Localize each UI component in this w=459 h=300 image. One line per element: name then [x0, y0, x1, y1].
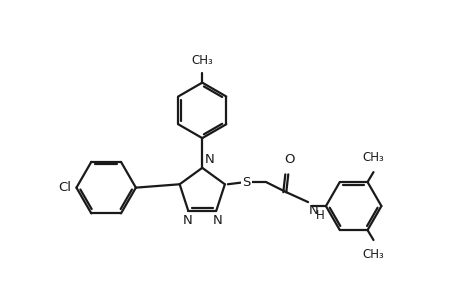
Text: O: O — [283, 153, 294, 167]
Text: N: N — [205, 153, 214, 166]
Text: N: N — [182, 214, 192, 227]
Text: S: S — [242, 176, 250, 189]
Text: N: N — [308, 204, 318, 217]
Text: CH₃: CH₃ — [362, 151, 384, 164]
Text: Cl: Cl — [58, 181, 71, 194]
Text: CH₃: CH₃ — [362, 248, 384, 261]
Text: H: H — [315, 209, 324, 222]
Text: N: N — [212, 214, 222, 227]
Text: CH₃: CH₃ — [191, 54, 213, 67]
